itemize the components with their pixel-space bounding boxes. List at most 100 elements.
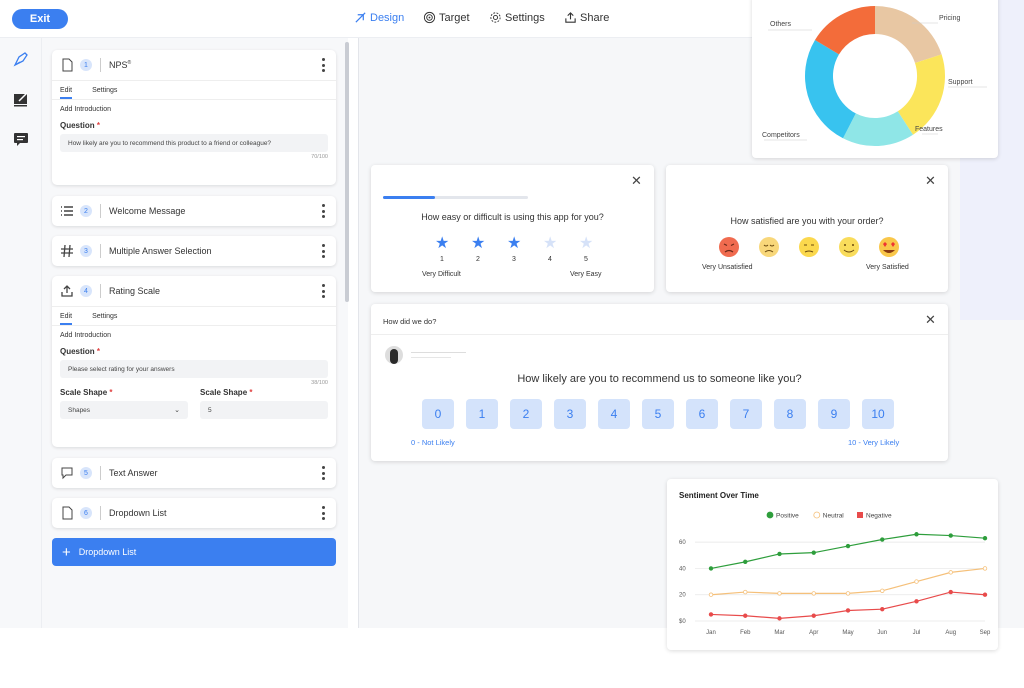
sentiment-chart-card: Sentiment Over Time $0 20 40 60 Jan Feb Mar Apr… [667,479,998,650]
x-tick-label: Jul [913,630,921,636]
x-tick-label: Sep [980,630,991,636]
panel-scrollbar[interactable] [345,42,349,302]
tab-share-label: Share [580,11,610,24]
tab-edit[interactable]: Edit [60,313,73,325]
data-point-neutral [982,566,988,571]
nps-header: How did we do? [383,317,437,326]
star-icon[interactable]: ★ [543,235,558,252]
question-title: Text Answer [109,468,158,478]
neutral-face-icon [799,237,819,257]
star-icon[interactable]: ★ [435,235,450,252]
nps-score-button[interactable]: 0 [422,399,454,429]
more-options-icon[interactable] [322,466,326,480]
add-introduction-link[interactable]: Add Introduction [60,332,111,339]
question-tabs: Edit Settings [52,306,336,326]
data-point-neutral [777,591,782,596]
heart-eyes-face-icon [879,237,899,257]
tab-question-settings[interactable]: Settings [92,312,118,320]
nps-score-button[interactable]: 10 [862,399,894,429]
upload-icon [61,285,73,297]
add-introduction-link[interactable]: Add Introduction [60,106,111,113]
plus-icon: + [62,543,71,561]
nps-score-button[interactable]: 4 [598,399,630,429]
data-point-positive [777,551,782,557]
edit-screen-icon[interactable] [12,90,30,108]
tab-question-settings[interactable]: Settings [92,86,118,94]
data-point-positive [708,566,714,571]
question-number: 2 [80,205,92,217]
share-icon [565,12,576,23]
tab-share[interactable]: Share [564,11,609,24]
scale-shape-select[interactable]: Shapes ⌄ [60,401,188,419]
y-tick-label: 20 [679,593,686,599]
x-tick-label: Feb [740,630,751,636]
donut-label-support: Support [948,79,973,86]
question-input[interactable]: How likely are you to recommend this pro… [60,134,328,152]
nps-score-button[interactable]: 1 [466,399,498,429]
question-card-rating[interactable]: 4 Rating Scale Edit Settings Add Introdu… [52,276,336,447]
add-question-button[interactable]: + Dropdown List [52,538,336,566]
question-card-text[interactable]: 5 Text Answer [52,458,336,488]
exit-button[interactable]: Exit [12,9,68,29]
star-icon[interactable]: ★ [471,235,486,252]
tab-design-label: Design [370,11,405,24]
tab-target-label: Target [439,11,470,24]
nps-high-label: 10 - Very Likely [848,438,900,447]
nps-score-button[interactable]: 5 [642,399,674,429]
nps-score-button[interactable]: 7 [730,399,762,429]
more-options-icon[interactable] [322,204,326,218]
data-point-negative [914,599,919,604]
nps-score-button[interactable]: 8 [774,399,806,429]
tab-settings[interactable]: Settings [489,11,545,24]
star-number: 4 [548,256,552,263]
question-title: Rating Scale [109,286,161,296]
satisfaction-question: How satisfied are you with your order? [730,216,884,226]
scale-size-input[interactable]: 5 [200,401,328,419]
question-number: 4 [80,285,92,297]
nps-score-button[interactable]: 2 [510,399,542,429]
document-icon [62,506,73,520]
tab-design[interactable]: Design [354,11,404,24]
pen-tool-icon[interactable] [12,50,30,68]
question-title: Welcome Message [109,206,186,216]
star-number: 2 [476,256,480,263]
question-label: Question * [60,121,101,130]
data-point-negative [777,616,782,621]
more-options-icon[interactable] [322,284,326,298]
y-tick-label: $0 [679,619,686,625]
more-options-icon[interactable] [322,244,326,258]
close-icon[interactable]: ✕ [925,173,936,188]
question-input[interactable]: Please select rating for your answers [60,360,328,378]
question-label: Question * [60,347,101,356]
legend-swatch [766,511,774,519]
nps-card: How did we do? ✕ How likely are you to r… [371,304,948,461]
avatar-line [411,357,451,358]
scale-size-label: Scale Shape * [200,388,253,397]
tab-target[interactable]: Target [423,11,470,24]
more-options-icon[interactable] [322,58,326,72]
tab-edit[interactable]: Edit [60,87,73,99]
feedback-icon[interactable] [12,130,30,148]
more-options-icon[interactable] [322,506,326,520]
question-tabs: Edit Settings [52,80,336,100]
emoji-row[interactable] [716,236,906,258]
panel-divider [358,38,359,628]
nps-score-button[interactable]: 6 [686,399,718,429]
chart-title: Sentiment Over Time [679,491,759,500]
star-icon[interactable]: ★ [507,235,522,252]
question-card-nps[interactable]: 1 NPS® Edit Settings Add Introduction Qu… [52,50,336,185]
close-icon[interactable]: ✕ [631,173,642,188]
question-card-dropdown[interactable]: 6 Dropdown List [52,498,336,528]
star-icon[interactable]: ★ [579,235,594,252]
nps-score-button[interactable]: 9 [818,399,850,429]
close-icon[interactable]: ✕ [925,312,936,327]
legend-label: Positive [776,513,799,520]
character-counter: 70/100 [311,154,328,160]
question-card-welcome[interactable]: 2 Welcome Message [52,196,336,226]
scale-shape-label: Scale Shape * [60,388,113,397]
nps-score-button[interactable]: 3 [554,399,586,429]
series-line-negative [710,591,986,619]
question-card-multiple[interactable]: 3 Multiple Answer Selection [52,236,336,266]
question-number: 6 [80,507,92,519]
donut-label-features: Features [915,126,943,133]
